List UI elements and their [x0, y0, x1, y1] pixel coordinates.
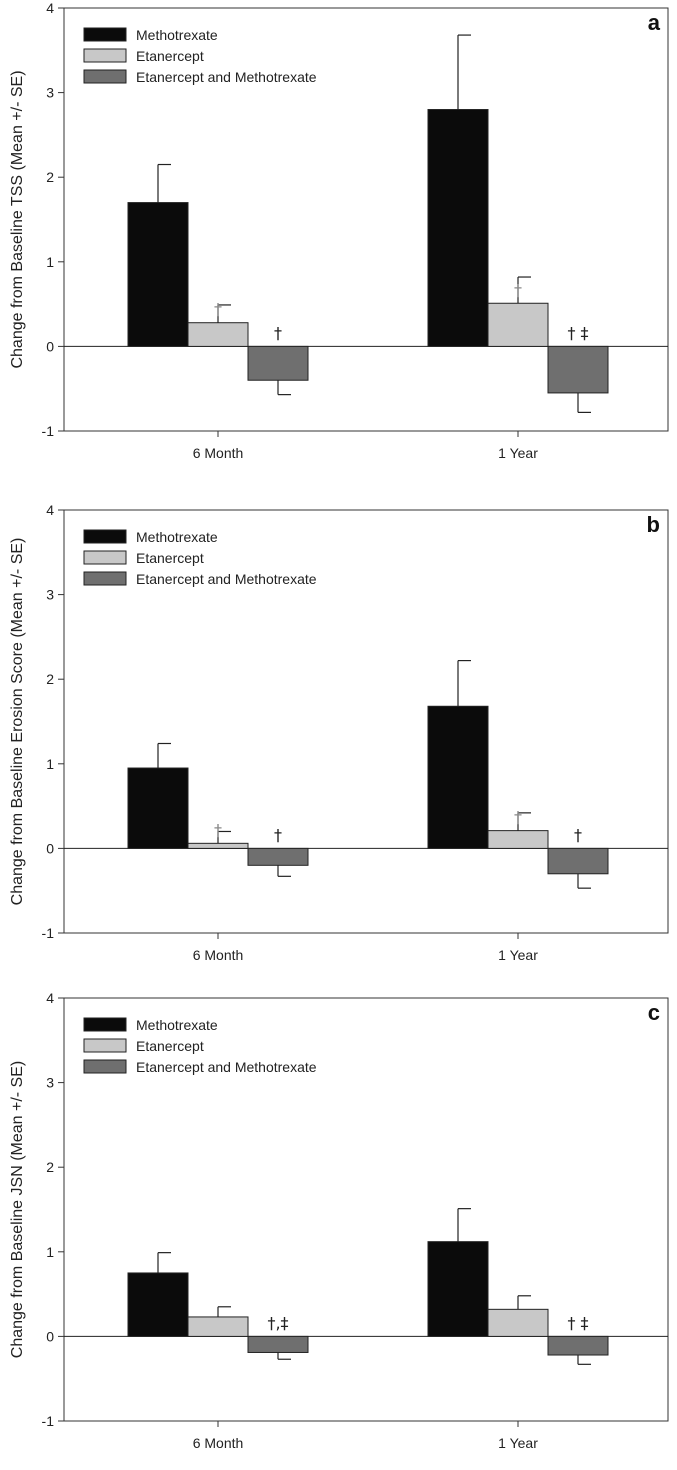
significance-marker: †: [514, 808, 522, 827]
legend-label: Methotrexate: [136, 529, 218, 545]
chart-b-svg: -1 0 1 2 3 4 Change from Baseline Erosion Scor…: [9, 502, 669, 963]
y-tick-label: 4: [46, 0, 54, 16]
bar: [127, 767, 189, 849]
x-category-label: 1 Year: [498, 1435, 538, 1451]
y-tick-label: 2: [46, 169, 54, 185]
legend-label: Methotrexate: [136, 27, 218, 43]
bar: [487, 302, 549, 347]
bar: [547, 847, 609, 875]
y-axis-label: Change from Baseline Erosion Score (Mean…: [9, 538, 26, 906]
y-tick-label: 4: [46, 990, 54, 1006]
chart-c-svg: -1 0 1 2 3 4 Change from Baseline JSN (Mean +/…: [9, 990, 669, 1451]
y-tick-label: 1: [46, 756, 54, 772]
significance-marker: † ‡: [567, 1313, 588, 1332]
y-axis-label: Change from Baseline TSS (Mean +/- SE): [9, 70, 26, 368]
panel-letter: a: [648, 10, 661, 35]
y-tick-label: -1: [42, 423, 55, 439]
bar: [247, 1335, 309, 1353]
bar: [547, 345, 609, 394]
bar: [187, 1316, 249, 1337]
significance-marker: †: [214, 820, 222, 839]
plot-frame: [63, 509, 669, 934]
legend-swatch: [83, 27, 127, 42]
y-axis-label: Change from Baseline JSN (Mean +/- SE): [9, 1061, 26, 1358]
legend-swatch: [83, 571, 127, 586]
legend-swatch: [83, 550, 127, 565]
legend-label: Etanercept and Methotrexate: [136, 69, 317, 85]
y-tick-label: 3: [46, 85, 54, 101]
significance-marker: †: [574, 825, 582, 844]
legend-swatch: [83, 1017, 127, 1032]
significance-marker: †: [274, 825, 282, 844]
x-category-label: 6 Month: [193, 947, 244, 963]
panel-letter: c: [648, 1000, 660, 1025]
legend-label: Etanercept: [136, 1038, 204, 1054]
x-category-label: 1 Year: [498, 445, 538, 461]
bar: [487, 1308, 549, 1337]
bar: [187, 842, 249, 849]
y-tick-label: 3: [46, 587, 54, 603]
legend-swatch: [83, 529, 127, 544]
chart-panel-c: -1 0 1 2 3 4 Change from Baseline JSN (Mean +/…: [0, 990, 677, 1470]
x-category-label: 1 Year: [498, 947, 538, 963]
y-tick-label: 2: [46, 671, 54, 687]
bar: [127, 1272, 189, 1337]
significance-marker: †: [274, 323, 282, 342]
panel-letter: b: [647, 512, 660, 537]
bar: [247, 345, 309, 381]
y-tick-label: 0: [46, 338, 54, 354]
y-tick-label: 0: [46, 1328, 54, 1344]
plot-frame: [63, 7, 669, 432]
bar: [427, 109, 489, 347]
y-tick-label: 1: [46, 1244, 54, 1260]
y-tick-label: -1: [42, 1413, 55, 1429]
legend-label: Etanercept: [136, 48, 204, 64]
y-tick-label: 4: [46, 502, 54, 518]
x-category-label: 6 Month: [193, 445, 244, 461]
significance-marker: †: [514, 280, 522, 299]
significance-marker: †: [214, 300, 222, 319]
x-category-label: 6 Month: [193, 1435, 244, 1451]
legend-label: Etanercept and Methotrexate: [136, 1059, 317, 1075]
y-tick-label: 2: [46, 1159, 54, 1175]
bar: [487, 830, 549, 849]
bar: [127, 202, 189, 347]
chart-a-svg: -1 0 1 2 3 4 Change from Baseline TSS (Mean +/…: [9, 0, 669, 461]
legend-label: Methotrexate: [136, 1017, 218, 1033]
legend-label: Etanercept and Methotrexate: [136, 571, 317, 587]
legend-swatch: [83, 1059, 127, 1074]
chart-panel-a: -1 0 1 2 3 4 Change from Baseline TSS (Mean +/…: [0, 0, 677, 480]
bar: [187, 322, 249, 347]
legend-swatch: [83, 48, 127, 63]
bar: [247, 847, 309, 866]
y-tick-label: 0: [46, 840, 54, 856]
bar: [547, 1335, 609, 1356]
y-tick-label: -1: [42, 925, 55, 941]
plot-frame: [63, 997, 669, 1422]
y-tick-label: 1: [46, 254, 54, 270]
bar: [427, 705, 489, 849]
y-tick-label: 3: [46, 1075, 54, 1091]
legend-label: Etanercept: [136, 550, 204, 566]
legend-swatch: [83, 69, 127, 84]
significance-marker: † ‡: [567, 323, 588, 342]
legend-swatch: [83, 1038, 127, 1053]
bar: [427, 1241, 489, 1337]
chart-panel-b: -1 0 1 2 3 4 Change from Baseline Erosion Scor…: [0, 502, 677, 982]
significance-marker: †,‡: [267, 1313, 288, 1332]
